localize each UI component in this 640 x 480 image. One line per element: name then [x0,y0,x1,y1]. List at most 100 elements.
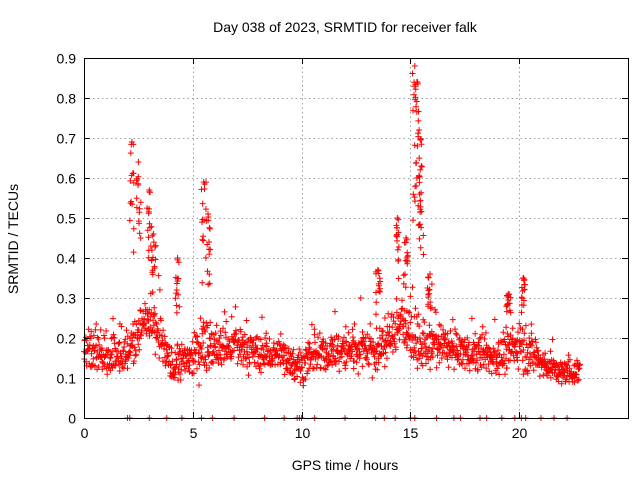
data-point [137,199,144,206]
data-point [161,333,168,340]
y-tick-label: 0.4 [57,251,77,267]
data-point [464,346,471,353]
data-point [210,348,217,355]
data-point [468,315,475,322]
data-point [234,360,241,367]
data-point [521,330,528,337]
data-point [515,329,521,336]
axis-ticks [84,58,628,419]
data-point [447,328,454,334]
data-point [415,311,422,318]
data-point [302,376,309,383]
data-point [428,348,435,355]
data-point [92,362,98,369]
data-point [191,329,198,336]
data-point [203,362,210,369]
data-point [415,355,422,362]
data-point [519,295,526,302]
data-point [391,340,398,347]
data-point [402,320,409,327]
data-point [307,346,313,353]
data-point [118,353,125,360]
data-point [289,371,295,377]
data-point [425,303,432,310]
data-point [199,216,206,223]
data-point [128,198,135,205]
data-point [148,223,155,230]
data-point [427,271,433,277]
data-point [519,357,526,364]
data-point [436,359,443,366]
data-point [459,361,466,368]
data-point [368,342,374,349]
data-point [437,322,444,329]
data-point [124,365,131,372]
data-point [574,357,580,364]
data-point [416,235,423,242]
data-point [137,331,144,338]
data-point [196,361,203,368]
data-point [419,330,426,336]
data-point [133,204,140,211]
data-point [256,365,263,372]
data-point [393,309,400,316]
data-point [201,186,208,192]
data-point [522,322,529,329]
data-point [126,217,133,224]
data-point [221,355,228,362]
data-point [514,357,521,364]
x-tick-label: 5 [190,425,198,441]
data-point [491,316,498,323]
data-point [415,117,422,124]
data-point [136,205,143,212]
data-point [350,365,357,372]
data-point [314,361,321,368]
data-point [151,263,158,270]
data-point [418,163,425,169]
data-point [404,342,411,349]
data-points [81,63,583,421]
data-point [427,366,434,373]
data-point [416,323,423,330]
x-tick-label: 20 [512,425,528,441]
data-point [413,98,420,105]
y-tick-label: 0.1 [57,371,77,387]
data-point [145,310,152,317]
data-point [171,364,178,371]
data-point [232,303,239,310]
data-point [417,221,423,228]
data-point [338,353,345,360]
data-point [349,326,356,333]
data-point [254,346,261,353]
data-point [566,365,573,372]
data-point [276,340,283,347]
x-tick-label: 0 [81,425,89,441]
data-point [382,349,389,356]
data-point [110,315,116,322]
data-point [228,353,235,360]
data-point [407,319,414,326]
data-point [173,287,180,293]
data-point [205,281,212,288]
data-point [142,300,148,307]
data-point [529,359,536,365]
data-point [112,362,119,369]
data-point [215,360,222,366]
data-point [259,314,265,321]
data-point [420,330,427,337]
data-point [394,233,401,240]
data-point [95,364,102,370]
data-point [130,225,137,232]
data-point [575,376,582,383]
data-point [152,242,159,249]
data-point [416,155,423,162]
data-point [413,103,419,110]
data-point [527,350,533,357]
data-point [298,364,305,371]
data-point [262,335,269,341]
data-point [332,361,339,367]
data-point [312,356,319,362]
data-point [375,359,382,366]
data-point [127,349,134,356]
data-point [207,246,214,253]
